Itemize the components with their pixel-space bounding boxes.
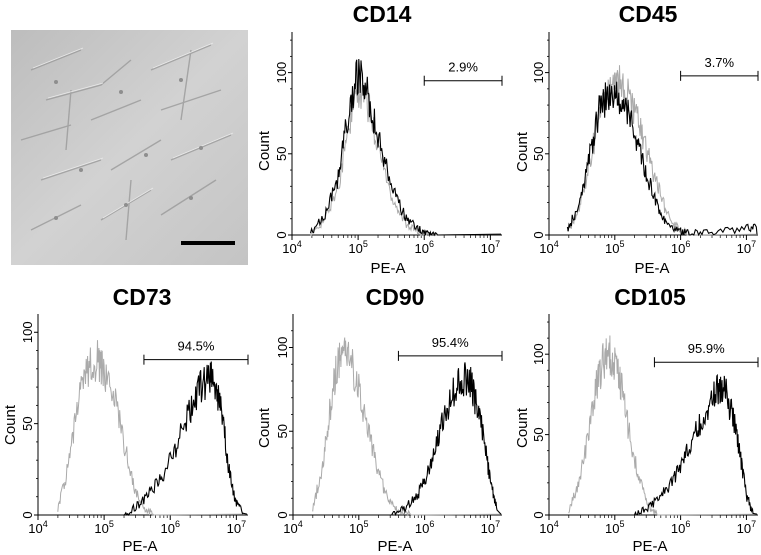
y-tick-label: 100 <box>531 62 546 84</box>
histogram-line-marker <box>633 373 758 516</box>
y-tick-label: 0 <box>20 511 35 518</box>
histogram-panel: CD105 0 50 100 104 105 106 107 Count PE-A 95.… <box>514 284 759 555</box>
x-tick-label: 106 <box>414 239 433 256</box>
series-group <box>568 335 758 516</box>
series-group <box>57 340 248 517</box>
histogram-panel: CD73 0 50 100 104 105 106 107 Count PE-A 94.5… <box>2 284 249 555</box>
chart-title: CD45 <box>619 1 678 27</box>
gate-marker: 95.9% <box>653 341 759 368</box>
y-axis: 0 50 100 <box>275 314 294 519</box>
gate-percentage: 95.4% <box>432 335 469 350</box>
y-axis: 0 50 100 <box>20 314 39 519</box>
chart-title: CD90 <box>366 284 425 310</box>
gate-marker: 94.5% <box>143 339 249 365</box>
histogram-line-marker <box>309 58 502 238</box>
histogram-line-control <box>57 340 248 517</box>
x-axis-label: PE-A <box>634 260 669 277</box>
cell-micrograph-icon <box>11 30 248 265</box>
y-tick-label: 0 <box>275 511 290 518</box>
x-tick-label: 104 <box>282 239 301 256</box>
chart-title: CD14 <box>353 1 412 27</box>
gate-percentage: 95.9% <box>688 341 725 356</box>
gate-marker: 3.7% <box>680 55 759 81</box>
x-axis-label: PE-A <box>370 260 405 277</box>
x-tick-label: 104 <box>539 239 558 256</box>
x-tick-label: 106 <box>671 519 690 536</box>
histogram-panel: CD90 0 50 100 104 105 106 107 Count PE-A 95.4… <box>256 284 503 555</box>
x-axis-label: PE-A <box>122 538 157 555</box>
y-tick-label: 50 <box>20 416 35 430</box>
y-tick-label: 100 <box>274 62 289 84</box>
histogram-panel: CD45 0 50 100 104 105 106 107 Count PE-A 3.7% <box>514 1 759 277</box>
x-tick-label: 105 <box>605 239 624 256</box>
x-tick-label: 105 <box>605 519 624 536</box>
y-axis: 0 50 100 <box>531 314 550 519</box>
x-tick-label: 107 <box>737 519 756 536</box>
x-tick-label: 107 <box>481 239 500 256</box>
chart-title: CD73 <box>113 284 172 310</box>
histogram-line-marker <box>566 81 758 237</box>
x-tick-label: 107 <box>227 519 246 536</box>
y-axis-label: Count <box>514 407 531 448</box>
series-group <box>312 337 502 517</box>
gate-percentage: 2.9% <box>448 60 478 75</box>
y-tick-label: 50 <box>275 424 290 438</box>
histogram-line-control <box>568 335 758 516</box>
x-tick-label: 107 <box>737 239 756 256</box>
x-tick-label: 105 <box>348 239 367 256</box>
gate-marker: 95.4% <box>397 335 503 361</box>
gate-percentage: 3.7% <box>704 55 734 70</box>
x-tick-label: 104 <box>283 519 302 536</box>
y-tick-label: 100 <box>275 337 290 359</box>
x-tick-label: 105 <box>349 519 368 536</box>
x-tick-label: 106 <box>671 239 690 256</box>
y-tick-label: 100 <box>20 321 35 343</box>
y-tick-label: 50 <box>531 427 546 441</box>
histogram-panel: CD14 0 50 100 104 105 106 107 Count PE-A 2.9% <box>256 1 503 277</box>
y-axis: 0 50 100 <box>531 32 550 239</box>
y-tick-label: 100 <box>531 343 546 365</box>
y-axis-label: Count <box>256 407 273 448</box>
x-tick-label: 105 <box>94 519 113 536</box>
y-tick-label: 0 <box>531 231 546 238</box>
x-axis-label: PE-A <box>632 538 667 555</box>
x-axis: 104 105 106 107 <box>539 234 758 256</box>
y-tick-label: 0 <box>274 231 289 238</box>
x-tick-label: 106 <box>415 519 434 536</box>
x-axis: 104 105 106 107 <box>282 234 502 256</box>
x-axis-label: PE-A <box>377 538 412 555</box>
x-tick-label: 104 <box>28 519 47 536</box>
gate-marker: 2.9% <box>423 60 503 86</box>
y-axis-label: Count <box>2 404 19 445</box>
x-axis: 104 105 106 107 <box>28 514 248 536</box>
y-axis-label: Count <box>514 131 531 172</box>
y-tick-label: 50 <box>274 147 289 161</box>
x-tick-label: 104 <box>539 519 558 536</box>
gate-percentage: 94.5% <box>178 339 215 354</box>
histogram-line-marker <box>123 361 248 517</box>
x-tick-label: 106 <box>160 519 179 536</box>
histogram-line-marker <box>391 362 502 517</box>
series-group <box>566 65 758 237</box>
series-group <box>309 58 502 238</box>
scale-bar <box>181 241 235 245</box>
cell-micrograph <box>11 30 248 265</box>
chart-title: CD105 <box>614 284 686 310</box>
histogram-line-control <box>310 82 502 237</box>
x-tick-label: 107 <box>481 519 500 536</box>
y-axis: 0 50 100 <box>274 32 293 239</box>
y-tick-label: 50 <box>531 147 546 161</box>
x-axis: 104 105 106 107 <box>539 514 758 536</box>
histogram-line-control <box>566 65 758 236</box>
y-axis-label: Count <box>256 130 273 171</box>
y-tick-label: 0 <box>531 511 546 518</box>
x-axis: 104 105 106 107 <box>283 514 502 536</box>
histogram-line-control <box>312 337 502 517</box>
